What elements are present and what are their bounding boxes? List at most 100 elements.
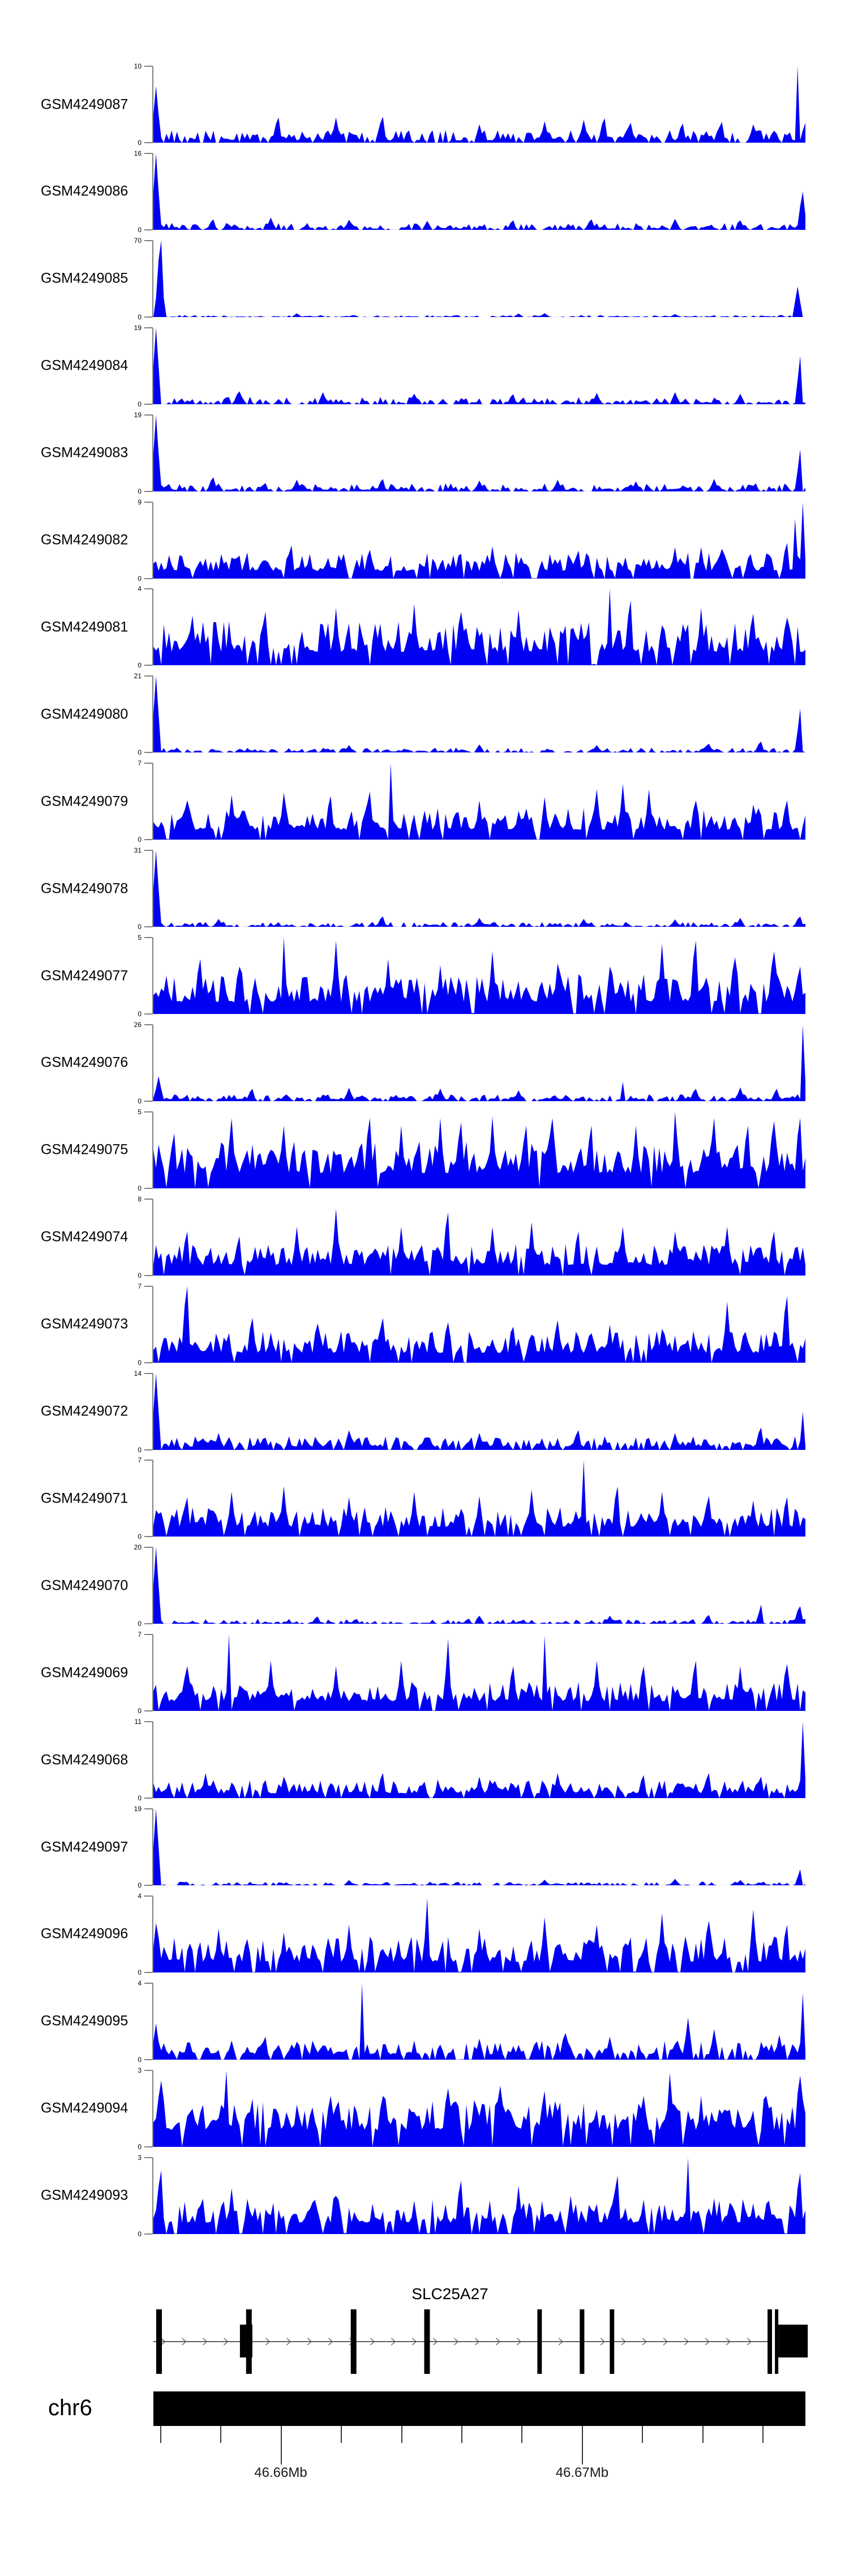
- y-axis-tick-zero: [144, 2233, 153, 2235]
- genome-axis-minor-tick: [401, 2426, 402, 2443]
- coverage-polygon: [153, 1208, 805, 1276]
- chromosome-ideogram: [153, 2391, 805, 2426]
- coverage-signal-plot: [153, 938, 805, 1014]
- y-axis-line: [152, 763, 153, 840]
- y-axis-max-label: 5: [138, 1107, 142, 1116]
- y-axis-tick-zero: [144, 1013, 153, 1015]
- y-axis-tick-max: [144, 2069, 153, 2071]
- y-axis-max-label: 3: [138, 2066, 142, 2074]
- y-axis-tick-zero: [144, 1187, 153, 1189]
- coverage-track-row: GSM4249070 20 0: [0, 1543, 849, 1628]
- y-axis-tick-zero: [144, 142, 153, 143]
- y-axis-max-label: 4: [138, 585, 142, 593]
- strand-direction-arrow-icon: [663, 2338, 668, 2346]
- y-axis-zero-label: 0: [138, 661, 142, 670]
- coverage-track-row: GSM4249087 10 0: [0, 62, 849, 147]
- y-axis-zero-label: 0: [138, 574, 142, 583]
- coverage-track-row: GSM4249095 4 0: [0, 1979, 849, 2064]
- y-axis-line: [152, 66, 153, 143]
- coverage-track-row: GSM4249086 16 0: [0, 149, 849, 234]
- y-axis-tick-zero: [144, 1536, 153, 1538]
- y-axis-tick-max: [144, 1198, 153, 1200]
- coverage-track-row: GSM4249078 31 0: [0, 846, 849, 931]
- y-axis-tick-max: [144, 937, 153, 938]
- strand-direction-arrow-icon: [747, 2338, 752, 2346]
- y-axis-tick-zero: [144, 490, 153, 492]
- coverage-signal-plot: [153, 1024, 805, 1101]
- y-axis-tick-zero: [144, 229, 153, 230]
- y-axis-zero-label: 0: [138, 2230, 142, 2238]
- y-axis-tick-max: [144, 763, 153, 764]
- y-axis-tick-zero: [144, 1971, 153, 1973]
- coverage-polygon: [153, 1809, 805, 1885]
- gene-exon-box: [775, 2309, 779, 2374]
- genome-axis: 46.66Mb 46.67Mb: [153, 2426, 818, 2500]
- genome-axis-minor-tick: [521, 2426, 523, 2443]
- coverage-track-row: GSM4249069 7 0: [0, 1631, 849, 1715]
- track-sample-label: GSM4249094: [41, 2100, 128, 2116]
- y-axis-line: [152, 327, 153, 404]
- track-sample-label: GSM4249083: [41, 444, 128, 461]
- coverage-signal-plot: [153, 1373, 805, 1450]
- y-axis-tick-max: [144, 1982, 153, 1984]
- y-axis-line: [152, 1895, 153, 1972]
- coverage-polygon: [153, 1460, 805, 1537]
- y-axis-line: [152, 1373, 153, 1450]
- coverage-signal-plot: [153, 1208, 805, 1276]
- genome-axis-major-tick: [281, 2426, 282, 2464]
- y-axis-tick-zero: [144, 1710, 153, 1712]
- coverage-signal-plot: [153, 1898, 805, 1972]
- y-axis-zero-label: 0: [138, 139, 142, 147]
- y-axis-max-label: 7: [138, 1282, 142, 1290]
- track-sample-label: GSM4249096: [41, 1925, 128, 1942]
- y-axis-line: [152, 1286, 153, 1363]
- coverage-signal-plot: [153, 589, 805, 666]
- gene-title: SLC25A27: [411, 2285, 488, 2303]
- y-axis-zero-label: 0: [138, 1358, 142, 1367]
- y-axis-max-label: 4: [138, 1979, 142, 1987]
- y-axis-tick-zero: [144, 752, 153, 754]
- y-axis-tick-zero: [144, 1274, 153, 1276]
- genome-axis-minor-tick: [642, 2426, 644, 2443]
- y-axis-tick-zero: [144, 665, 153, 666]
- y-axis-max-label: 31: [134, 846, 142, 855]
- track-sample-label: GSM4249078: [41, 880, 128, 897]
- y-axis-max-label: 3: [138, 2153, 142, 2162]
- coverage-track-row: GSM4249097 19 0: [0, 1805, 849, 1889]
- track-sample-label: GSM4249086: [41, 183, 128, 199]
- y-axis-line: [152, 414, 153, 491]
- track-sample-label: GSM4249070: [41, 1577, 128, 1594]
- genome-axis-minor-tick: [160, 2426, 161, 2443]
- gene-exon-box: [246, 2309, 252, 2374]
- y-axis-tick-max: [144, 675, 153, 677]
- y-axis-zero-label: 0: [138, 836, 142, 844]
- y-axis-zero-label: 0: [138, 2055, 142, 2064]
- y-axis-zero-label: 0: [138, 400, 142, 408]
- y-axis-tick-zero: [144, 926, 153, 928]
- y-axis-line: [152, 1983, 153, 2060]
- track-sample-label: GSM4249081: [41, 619, 128, 635]
- coverage-signal-plot: [153, 850, 805, 927]
- strand-direction-arrow-icon: [370, 2338, 375, 2346]
- y-axis-tick-zero: [144, 1798, 153, 1799]
- gene-utr-box: [778, 2325, 808, 2357]
- y-axis-max-label: 70: [134, 236, 142, 245]
- strand-direction-arrow-icon: [182, 2338, 187, 2346]
- genome-axis-position-label: 46.66Mb: [254, 2465, 307, 2480]
- y-axis-tick-zero: [144, 839, 153, 841]
- coverage-track-row: GSM4249094 3 0: [0, 2066, 849, 2151]
- gene-exon-box: [537, 2309, 542, 2374]
- y-axis-tick-max: [144, 1460, 153, 1461]
- y-axis-tick-max: [144, 414, 153, 416]
- strand-direction-arrow-icon: [391, 2338, 396, 2346]
- coverage-track-row: GSM4249074 8 0: [0, 1195, 849, 1280]
- y-axis-line: [152, 850, 153, 927]
- y-axis-tick-zero: [144, 2059, 153, 2060]
- coverage-signal-plot: [153, 66, 805, 143]
- y-axis-line: [152, 1460, 153, 1537]
- y-axis-tick-max: [144, 1895, 153, 1897]
- y-axis-tick-max: [144, 1808, 153, 1809]
- coverage-signal-plot: [153, 1634, 805, 1711]
- y-axis-max-label: 9: [138, 498, 142, 506]
